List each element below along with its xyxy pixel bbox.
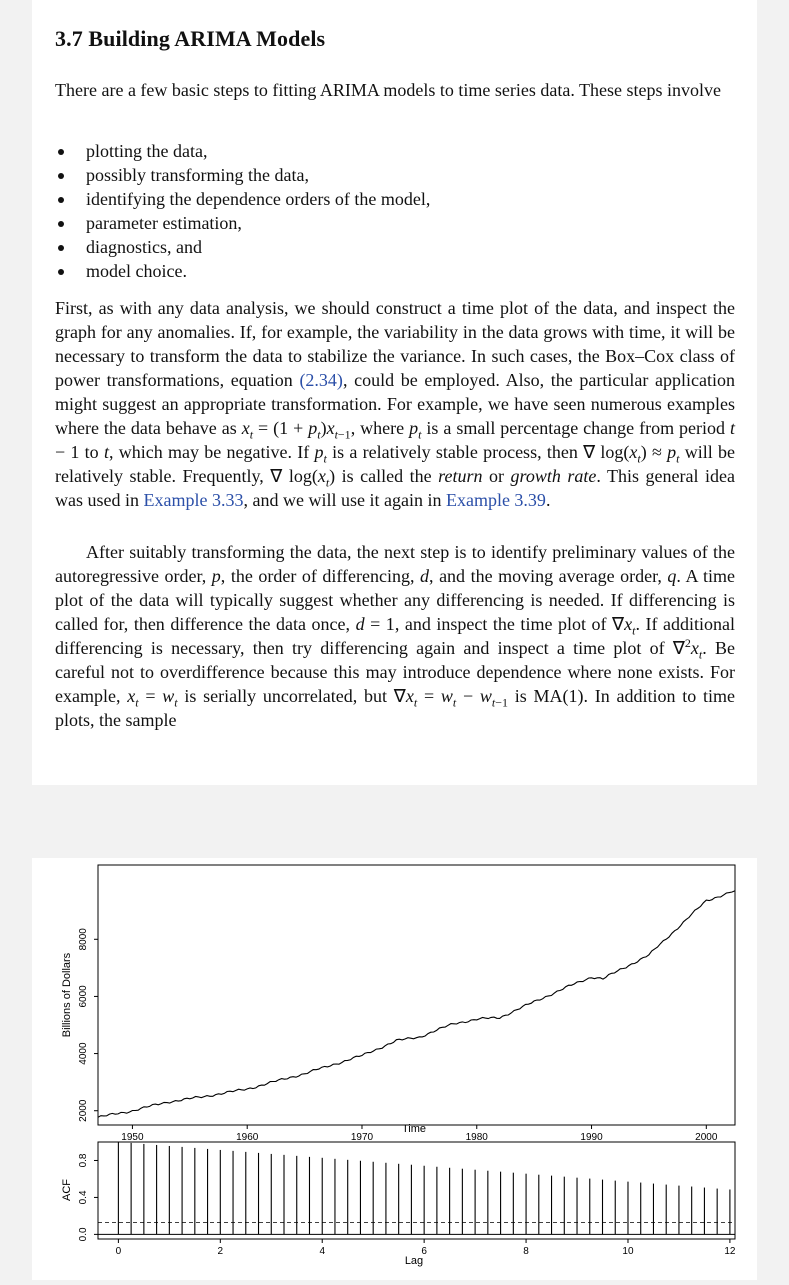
- x-tick-label: 1960: [236, 1132, 259, 1143]
- acf-x-tick-label: 0: [116, 1246, 122, 1257]
- acf-y-axis-ticks: 0.0 0.4 0.8: [78, 1153, 98, 1241]
- acf-x-axis-label: Lag: [405, 1255, 423, 1267]
- x-tick-label: 1970: [351, 1132, 374, 1143]
- acf-y-tick-label: 0.8: [78, 1153, 89, 1167]
- y-axis-ticks: 2000 4000 6000 8000: [78, 928, 98, 1122]
- acf-x-axis-ticks: 0 2 4 6 8 10 12: [116, 1239, 736, 1257]
- x-axis-label: Time: [402, 1123, 426, 1135]
- acf-y-tick-label: 0.0: [78, 1227, 89, 1241]
- acf-x-tick-label: 2: [218, 1246, 224, 1257]
- list-item: identifying the dependence orders of the…: [55, 187, 655, 211]
- figure-panel: 2000 4000 6000 8000 1950 1960 1970 1980 1990 200…: [32, 858, 757, 1280]
- example-link[interactable]: Example 3.33: [143, 490, 244, 510]
- acf-x-tick-label: 6: [421, 1246, 427, 1257]
- acf-plot-frame: [97, 1141, 736, 1240]
- series-line: [97, 890, 736, 1118]
- y-tick-label: 6000: [78, 985, 89, 1008]
- acf-y-axis-label: ACF: [61, 1179, 73, 1201]
- list-item: plotting the data,: [55, 139, 655, 163]
- acf-bars: [117, 1142, 731, 1235]
- acf-x-tick-label: 10: [622, 1246, 634, 1257]
- intro-paragraph: There are a few basic steps to fitting A…: [55, 80, 722, 100]
- paragraph-transformation: First, as with any data analysis, we sho…: [55, 298, 736, 510]
- list-item: possibly transforming the data,: [55, 163, 655, 187]
- acf-y-tick-label: 0.4: [78, 1190, 89, 1204]
- steps-list: plotting the data, possibly transforming…: [55, 139, 655, 283]
- y-axis-label: Billions of Dollars: [61, 952, 73, 1037]
- text-page: 3.7 Building ARIMA Models There are a fe…: [32, 0, 757, 785]
- y-tick-label: 8000: [78, 928, 89, 951]
- acf-x-tick-label: 12: [724, 1246, 736, 1257]
- paragraph-differencing: After suitably transforming the data, th…: [55, 542, 736, 730]
- x-tick-label: 1980: [466, 1132, 489, 1143]
- y-tick-label: 2000: [78, 1099, 89, 1122]
- list-item: model choice.: [55, 259, 655, 283]
- x-tick-label: 1990: [580, 1132, 603, 1143]
- acf-x-tick-label: 4: [319, 1246, 325, 1257]
- list-item: parameter estimation,: [55, 211, 655, 235]
- list-item: diagnostics, and: [55, 235, 655, 259]
- acf-x-tick-label: 8: [523, 1246, 529, 1257]
- section-title: 3.7 Building ARIMA Models: [55, 26, 326, 51]
- x-tick-label: 1950: [121, 1132, 144, 1143]
- x-axis-ticks: 1950 1960 1970 1980 1990 2000: [121, 1125, 718, 1143]
- x-tick-label: 2000: [695, 1132, 718, 1143]
- y-tick-label: 4000: [78, 1042, 89, 1065]
- line-plot-frame: [97, 864, 736, 1126]
- equation-link[interactable]: (2.34): [299, 370, 343, 390]
- example-link[interactable]: Example 3.39: [445, 490, 546, 510]
